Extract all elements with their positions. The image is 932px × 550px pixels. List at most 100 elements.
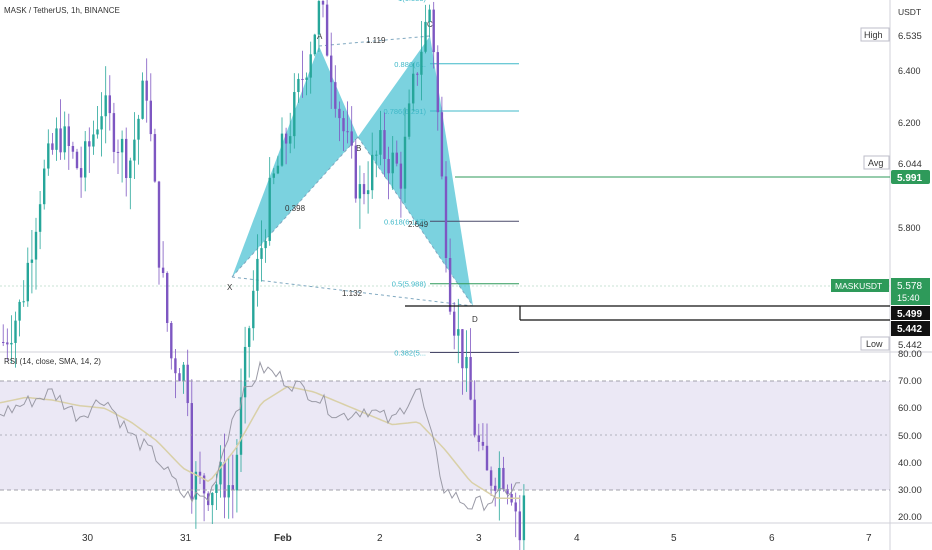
low-tag-label: Low xyxy=(866,339,883,349)
candle-body xyxy=(202,475,206,494)
candle-body xyxy=(161,267,165,273)
time-label-3: 3 xyxy=(476,533,482,544)
harmonic-pattern[interactable]: X A B C D 0.398 1.119 2.649 1.132 xyxy=(227,20,478,324)
candle-body xyxy=(178,373,181,382)
candle-body xyxy=(436,52,439,113)
rsi-pane[interactable]: RSI (14, close, SMA, 14, 2) 80.00 70.00 … xyxy=(0,349,922,523)
candle-body xyxy=(444,176,448,258)
candle-body xyxy=(84,141,87,178)
candle-body xyxy=(92,134,95,147)
candle-body xyxy=(30,259,34,263)
rsi-tick-80: 80.00 xyxy=(898,349,922,360)
symbol-tag-label: MASKUSDT xyxy=(835,281,882,291)
candle-body xyxy=(453,311,456,336)
candle-body xyxy=(309,54,312,78)
candle-body xyxy=(211,492,214,506)
candle-body xyxy=(71,146,75,152)
candle-body xyxy=(166,272,169,324)
rsi-tick-20: 20.00 xyxy=(898,512,922,523)
candle-body xyxy=(514,502,517,512)
candle-body xyxy=(473,399,476,436)
level-badge-5499 xyxy=(891,306,930,320)
candle-body xyxy=(63,126,66,153)
candle-body xyxy=(272,173,275,178)
candle-body xyxy=(395,152,398,164)
candle-body xyxy=(22,301,25,303)
rsi-tick-50: 50.00 xyxy=(898,431,922,442)
candle-body xyxy=(51,143,54,150)
candle-body xyxy=(440,112,444,177)
fib-level-label: 0.886(6... xyxy=(394,60,426,69)
candle-body xyxy=(14,320,17,343)
candle-body xyxy=(432,9,435,53)
candle-body xyxy=(227,485,230,498)
candle-body xyxy=(293,92,296,137)
time-label-5: 5 xyxy=(671,533,677,544)
candle-body xyxy=(334,82,337,109)
avg-tag-label: Avg xyxy=(868,158,883,168)
candle-body xyxy=(2,342,5,343)
rsi-tick-70: 70.00 xyxy=(898,376,922,387)
candle-body xyxy=(47,143,50,169)
candle-body xyxy=(145,80,148,101)
level-badge-5991-value: 5.991 xyxy=(897,173,922,184)
level-badge-5442-value: 5.442 xyxy=(897,324,922,335)
candle-body xyxy=(34,231,38,260)
candle-body xyxy=(416,73,419,75)
candle-body xyxy=(428,9,431,22)
candle-body xyxy=(38,204,42,232)
candle-body xyxy=(305,77,308,80)
candle-body xyxy=(358,184,362,199)
candle-body xyxy=(219,461,222,485)
candle-body xyxy=(141,80,144,119)
candle-body xyxy=(481,441,485,446)
candle-body xyxy=(403,136,407,189)
candle-body xyxy=(157,181,161,268)
candle-body xyxy=(223,461,226,498)
time-label-2: 2 xyxy=(377,533,383,544)
candle-body xyxy=(317,1,321,35)
candle-body xyxy=(424,21,427,52)
candle-body xyxy=(268,177,271,241)
candle-body xyxy=(18,301,21,321)
bar-countdown: 15:40 xyxy=(897,293,920,303)
candle-body xyxy=(112,113,116,152)
candle-body xyxy=(26,262,29,302)
candle-body xyxy=(457,329,460,336)
candle-body xyxy=(461,329,464,369)
candle-body xyxy=(465,356,468,369)
candle-body xyxy=(313,34,316,55)
candle-body xyxy=(494,485,497,491)
level-badge-5442 xyxy=(891,321,930,336)
candle-body xyxy=(391,152,394,174)
low-value: 5.442 xyxy=(898,340,922,351)
candle-body xyxy=(518,511,521,541)
candle-body xyxy=(366,190,370,195)
harmonic-dash-bd xyxy=(357,136,474,307)
candle-body xyxy=(120,138,124,153)
time-axis[interactable]: 30 31 Feb 2 3 4 5 6 7 xyxy=(82,533,872,544)
level-badge-5499-value: 5.499 xyxy=(897,309,922,320)
symbol-title: MASK / TetherUS, 1h, BINANCE xyxy=(4,6,120,15)
candle-body xyxy=(420,51,423,75)
candle-body xyxy=(485,445,489,471)
candle-body xyxy=(129,160,132,179)
harmonic-triangle-xab[interactable] xyxy=(232,46,358,277)
candle-body xyxy=(252,290,255,329)
fib-level-label: 0.5(5.988) xyxy=(392,280,427,289)
candlestick-series[interactable] xyxy=(2,0,526,550)
rsi-title: RSI (14, close, SMA, 14, 2) xyxy=(4,357,101,366)
candle-body xyxy=(498,467,501,491)
harmonic-triangle-bcd[interactable] xyxy=(358,36,473,306)
rsi-tick-30: 30.00 xyxy=(898,485,922,496)
candle-body xyxy=(276,165,280,174)
candle-body xyxy=(371,154,374,191)
current-price-value: 5.578 xyxy=(897,281,922,292)
candle-body xyxy=(104,95,107,117)
point-label-d: D xyxy=(472,315,478,324)
candle-body xyxy=(477,435,480,442)
candle-body xyxy=(198,471,202,476)
point-label-b: B xyxy=(356,144,361,153)
price-axis[interactable]: USDT 6.400 6.200 5.800 5.600 High 6.535 … xyxy=(831,7,930,351)
candle-body xyxy=(502,467,505,490)
